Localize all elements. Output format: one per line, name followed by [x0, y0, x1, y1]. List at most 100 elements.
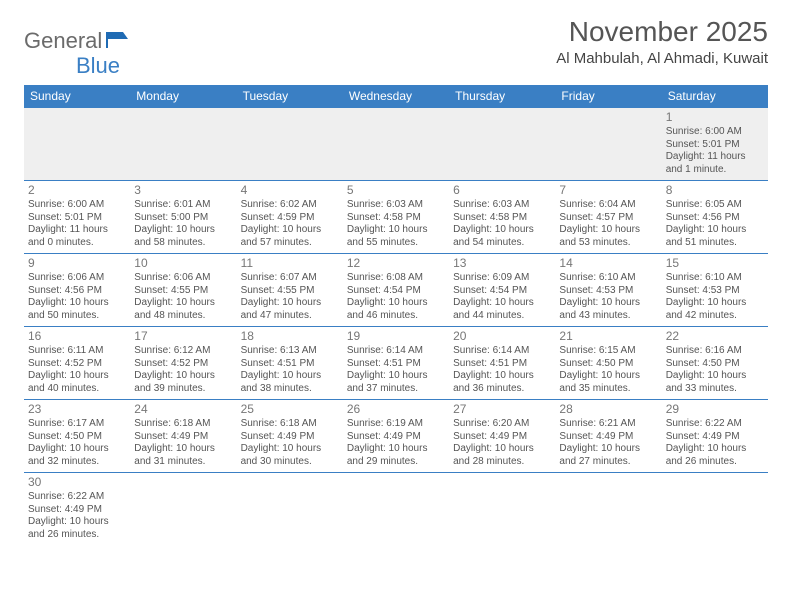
sunset-text: Sunset: 5:00 PM [134, 212, 232, 225]
sunrise-text: Sunrise: 6:06 AM [134, 272, 232, 285]
day-number: 30 [28, 475, 126, 490]
calendar-cell: 10Sunrise: 6:06 AMSunset: 4:55 PMDayligh… [130, 254, 236, 327]
calendar-cell [449, 108, 555, 181]
sunrise-text: Sunrise: 6:14 AM [453, 345, 551, 358]
sunset-text: Sunset: 4:54 PM [453, 285, 551, 298]
calendar-week: 2Sunrise: 6:00 AMSunset: 5:01 PMDaylight… [24, 181, 768, 254]
day-number: 27 [453, 402, 551, 417]
sunset-text: Sunset: 4:51 PM [453, 358, 551, 371]
sunrise-text: Sunrise: 6:21 AM [559, 418, 657, 431]
sunrise-text: Sunrise: 6:09 AM [453, 272, 551, 285]
sunrise-text: Sunrise: 6:12 AM [134, 345, 232, 358]
daylight-text: Daylight: 10 hours and 44 minutes. [453, 297, 551, 322]
sunrise-text: Sunrise: 6:04 AM [559, 199, 657, 212]
month-title: November 2025 [556, 16, 768, 48]
daylight-text: Daylight: 10 hours and 37 minutes. [347, 370, 445, 395]
sunset-text: Sunset: 4:49 PM [347, 431, 445, 444]
day-number: 12 [347, 256, 445, 271]
sunset-text: Sunset: 4:49 PM [134, 431, 232, 444]
sunset-text: Sunset: 4:50 PM [666, 358, 764, 371]
dayname-wed: Wednesday [343, 85, 449, 108]
daylight-text: Daylight: 10 hours and 42 minutes. [666, 297, 764, 322]
sunrise-text: Sunrise: 6:19 AM [347, 418, 445, 431]
daylight-text: Daylight: 11 hours and 1 minute. [666, 151, 764, 176]
daylight-text: Daylight: 10 hours and 55 minutes. [347, 224, 445, 249]
flag-icon [106, 30, 130, 48]
sunrise-text: Sunrise: 6:20 AM [453, 418, 551, 431]
daylight-text: Daylight: 10 hours and 35 minutes. [559, 370, 657, 395]
day-number: 14 [559, 256, 657, 271]
sunset-text: Sunset: 4:49 PM [559, 431, 657, 444]
sunset-text: Sunset: 4:53 PM [666, 285, 764, 298]
day-number: 18 [241, 329, 339, 344]
calendar-cell: 15Sunrise: 6:10 AMSunset: 4:53 PMDayligh… [662, 254, 768, 327]
sunset-text: Sunset: 5:01 PM [28, 212, 126, 225]
calendar-cell: 11Sunrise: 6:07 AMSunset: 4:55 PMDayligh… [237, 254, 343, 327]
daylight-text: Daylight: 10 hours and 58 minutes. [134, 224, 232, 249]
calendar-cell: 18Sunrise: 6:13 AMSunset: 4:51 PMDayligh… [237, 327, 343, 400]
sunset-text: Sunset: 4:50 PM [559, 358, 657, 371]
daylight-text: Daylight: 10 hours and 26 minutes. [666, 443, 764, 468]
calendar-cell [237, 473, 343, 546]
daylight-text: Daylight: 10 hours and 27 minutes. [559, 443, 657, 468]
calendar-cell [237, 108, 343, 181]
day-number: 16 [28, 329, 126, 344]
sunrise-text: Sunrise: 6:05 AM [666, 199, 764, 212]
location: Al Mahbulah, Al Ahmadi, Kuwait [556, 50, 768, 67]
calendar-cell: 28Sunrise: 6:21 AMSunset: 4:49 PMDayligh… [555, 400, 661, 473]
calendar-cell: 25Sunrise: 6:18 AMSunset: 4:49 PMDayligh… [237, 400, 343, 473]
day-number: 3 [134, 183, 232, 198]
sunset-text: Sunset: 4:55 PM [134, 285, 232, 298]
daylight-text: Daylight: 10 hours and 50 minutes. [28, 297, 126, 322]
day-number: 10 [134, 256, 232, 271]
day-number: 25 [241, 402, 339, 417]
sunrise-text: Sunrise: 6:13 AM [241, 345, 339, 358]
day-number: 4 [241, 183, 339, 198]
daylight-text: Daylight: 11 hours and 0 minutes. [28, 224, 126, 249]
daylight-text: Daylight: 10 hours and 40 minutes. [28, 370, 126, 395]
daylight-text: Daylight: 10 hours and 43 minutes. [559, 297, 657, 322]
day-number: 6 [453, 183, 551, 198]
sunset-text: Sunset: 4:49 PM [453, 431, 551, 444]
sunset-text: Sunset: 4:56 PM [666, 212, 764, 225]
day-number: 8 [666, 183, 764, 198]
calendar-cell: 4Sunrise: 6:02 AMSunset: 4:59 PMDaylight… [237, 181, 343, 254]
sunrise-text: Sunrise: 6:08 AM [347, 272, 445, 285]
sunrise-text: Sunrise: 6:15 AM [559, 345, 657, 358]
calendar-table: Sunday Monday Tuesday Wednesday Thursday… [24, 85, 768, 545]
daylight-text: Daylight: 10 hours and 36 minutes. [453, 370, 551, 395]
sunrise-text: Sunrise: 6:18 AM [134, 418, 232, 431]
day-number: 2 [28, 183, 126, 198]
calendar-cell: 16Sunrise: 6:11 AMSunset: 4:52 PMDayligh… [24, 327, 130, 400]
calendar-cell: 24Sunrise: 6:18 AMSunset: 4:49 PMDayligh… [130, 400, 236, 473]
dayname-row: Sunday Monday Tuesday Wednesday Thursday… [24, 85, 768, 108]
daylight-text: Daylight: 10 hours and 57 minutes. [241, 224, 339, 249]
calendar-cell: 21Sunrise: 6:15 AMSunset: 4:50 PMDayligh… [555, 327, 661, 400]
day-number: 17 [134, 329, 232, 344]
day-number: 22 [666, 329, 764, 344]
calendar-cell: 27Sunrise: 6:20 AMSunset: 4:49 PMDayligh… [449, 400, 555, 473]
sunrise-text: Sunrise: 6:18 AM [241, 418, 339, 431]
daylight-text: Daylight: 10 hours and 51 minutes. [666, 224, 764, 249]
sunrise-text: Sunrise: 6:11 AM [28, 345, 126, 358]
calendar-week: 30Sunrise: 6:22 AMSunset: 4:49 PMDayligh… [24, 473, 768, 546]
calendar-cell: 9Sunrise: 6:06 AMSunset: 4:56 PMDaylight… [24, 254, 130, 327]
sunrise-text: Sunrise: 6:22 AM [666, 418, 764, 431]
dayname-mon: Monday [130, 85, 236, 108]
calendar-cell: 5Sunrise: 6:03 AMSunset: 4:58 PMDaylight… [343, 181, 449, 254]
day-number: 19 [347, 329, 445, 344]
calendar-week: 16Sunrise: 6:11 AMSunset: 4:52 PMDayligh… [24, 327, 768, 400]
calendar-cell: 12Sunrise: 6:08 AMSunset: 4:54 PMDayligh… [343, 254, 449, 327]
day-number: 1 [666, 110, 764, 125]
day-number: 11 [241, 256, 339, 271]
sunrise-text: Sunrise: 6:10 AM [666, 272, 764, 285]
calendar-cell [24, 108, 130, 181]
day-number: 28 [559, 402, 657, 417]
logo: General [24, 28, 130, 54]
calendar-cell: 30Sunrise: 6:22 AMSunset: 4:49 PMDayligh… [24, 473, 130, 546]
dayname-thu: Thursday [449, 85, 555, 108]
daylight-text: Daylight: 10 hours and 53 minutes. [559, 224, 657, 249]
day-number: 13 [453, 256, 551, 271]
daylight-text: Daylight: 10 hours and 33 minutes. [666, 370, 764, 395]
sunrise-text: Sunrise: 6:22 AM [28, 491, 126, 504]
